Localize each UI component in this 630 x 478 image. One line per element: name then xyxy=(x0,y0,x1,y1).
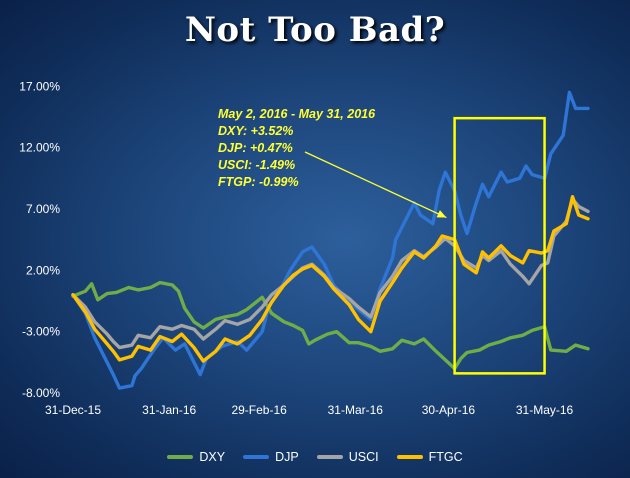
legend: DXY DJP USCI FTGC xyxy=(0,444,630,470)
y-tick-label: 17.00% xyxy=(19,79,60,93)
legend-label: DJP xyxy=(275,450,299,464)
x-axis: 31-Dec-15 31-Jan-16 29-Feb-16 31-Mar-16 30-A… xyxy=(45,403,574,417)
series-line-usci xyxy=(71,197,590,350)
legend-item-ftgc: FTGC xyxy=(396,450,463,464)
annotation-line: May 2, 2016 - May 31, 2016 xyxy=(218,107,376,121)
legend-swatch xyxy=(243,455,270,459)
legend-item-djp: DJP xyxy=(243,450,299,464)
x-tick-label: 31-Mar-16 xyxy=(328,403,384,417)
series-line-ftgc xyxy=(71,195,590,363)
chart-title: Not Too Bad? xyxy=(184,10,446,50)
legend-label: USCI xyxy=(348,450,379,464)
x-tick-label: 31-May-16 xyxy=(516,403,574,417)
y-tick-label: -8.00% xyxy=(22,386,60,400)
series-line-djp xyxy=(71,90,590,390)
annotation-line: FTGP: -0.99% xyxy=(218,175,299,189)
annotation-arrowhead xyxy=(436,210,447,218)
x-tick-label: 31-Jan-16 xyxy=(142,403,196,417)
annotation-line: DJP: +0.47% xyxy=(218,141,293,155)
y-tick-label: 12.00% xyxy=(19,141,60,155)
legend-item-usci: USCI xyxy=(316,450,379,464)
x-tick-label: 29-Feb-16 xyxy=(231,403,287,417)
annotation-line: DXY: +3.52% xyxy=(218,124,293,138)
x-tick-label: 31-Dec-15 xyxy=(45,403,101,417)
legend-swatch xyxy=(167,455,194,459)
y-tick-label: 2.00% xyxy=(26,263,60,277)
y-tick-label: 7.00% xyxy=(26,202,60,216)
y-axis: 17.00% 12.00% 7.00% 2.00% -3.00% -8.00% xyxy=(19,79,60,400)
legend-label: DXY xyxy=(199,450,226,464)
annotation-arrow xyxy=(304,151,447,219)
legend-label: FTGC xyxy=(428,450,463,464)
highlight-box xyxy=(453,116,546,375)
series-layer xyxy=(71,90,590,390)
y-tick-label: -3.00% xyxy=(22,325,60,339)
highlight-layer xyxy=(453,116,546,375)
legend-swatch xyxy=(396,455,423,459)
annotation: May 2, 2016 - May 31, 2016 DXY: +3.52% DJP… xyxy=(218,107,447,219)
x-tick-label: 30-Apr-16 xyxy=(422,403,476,417)
legend-swatch xyxy=(316,455,343,459)
series-line-dxy xyxy=(71,280,590,371)
legend-item-dxy: DXY xyxy=(167,450,225,464)
annotation-line: USCI: -1.49% xyxy=(218,158,295,172)
